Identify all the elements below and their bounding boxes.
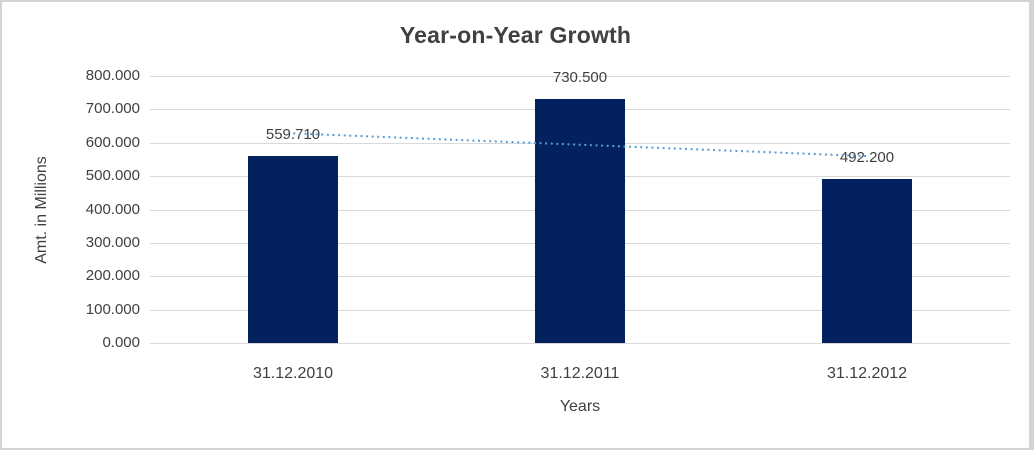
y-tick-label: 600.000	[85, 133, 140, 151]
y-tick-label: 400.000	[85, 200, 140, 218]
gridline	[150, 343, 1010, 344]
x-tick-label: 31.12.2012	[826, 365, 908, 382]
trendline	[293, 132, 867, 158]
bar	[535, 99, 625, 343]
gridline	[150, 76, 1010, 77]
y-tick-label: 100.000	[85, 300, 140, 318]
bar-value-label: 730.500	[552, 69, 608, 86]
x-tick-label: 31.12.2010	[252, 365, 334, 382]
plot-area: 559.710 730.500 492.200	[150, 69, 1010, 344]
y-tick-label: 200.000	[85, 267, 140, 285]
trendline-path	[293, 132, 867, 158]
y-tick-label: 700.000	[85, 100, 140, 118]
x-tick-label: 31.12.2011	[540, 365, 620, 382]
y-tick-label: 800.000	[85, 67, 140, 84]
chart-title: Year-on-Year Growth	[399, 22, 632, 48]
y-tick-label: 0.000	[102, 334, 140, 351]
y-tick-label: 300.000	[85, 233, 140, 251]
x-axis-title: Years	[559, 398, 601, 415]
bar	[822, 179, 912, 343]
y-tick-label: 500.000	[85, 167, 140, 185]
bar-value-label: 559.710	[265, 126, 321, 143]
bar-value-label: 492.200	[839, 149, 895, 166]
bar	[248, 156, 338, 343]
